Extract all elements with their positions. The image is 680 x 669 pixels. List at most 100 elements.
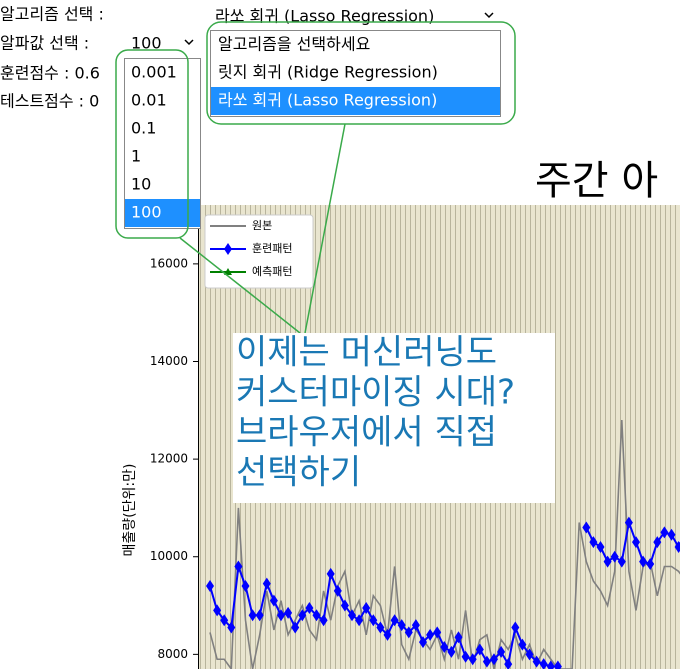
legend-marker: [224, 243, 232, 255]
point-marker: [298, 609, 307, 622]
series-line: [209, 420, 680, 669]
point-marker: [277, 609, 285, 622]
highlights: [115, 21, 516, 334]
point-marker: [653, 536, 662, 549]
highlight: [115, 49, 189, 239]
point-marker: [667, 528, 676, 541]
point-marker: [610, 550, 619, 563]
point-marker: [596, 540, 605, 553]
point-marker: [674, 540, 680, 553]
alpha-option[interactable]: 100: [131, 203, 162, 222]
alpha-label: 알파값 선택 :: [0, 34, 89, 53]
point-marker: [333, 584, 342, 597]
point-marker: [305, 601, 314, 614]
point-marker: [433, 626, 442, 639]
point-marker: [383, 628, 392, 641]
option-highlight: [211, 87, 500, 115]
point-marker: [220, 614, 229, 627]
select-arrow: [184, 39, 194, 46]
point-marker: [312, 609, 321, 622]
point-marker: [326, 567, 335, 580]
y-tick-label: 12000: [150, 452, 188, 466]
point-marker: [546, 660, 555, 669]
annotation-line: 브라우저에서 직접: [236, 413, 497, 453]
point-marker: [582, 521, 591, 534]
point-marker: [404, 626, 413, 639]
y-tick-label: 14000: [150, 354, 188, 368]
point-marker: [440, 641, 449, 654]
connector: [179, 237, 301, 334]
point-marker: [376, 621, 385, 634]
legend-marker: [224, 268, 232, 275]
point-marker: [511, 621, 520, 634]
point-marker: [497, 645, 506, 658]
algorithm-option[interactable]: 라쏘 회귀 (Lasso Regression): [218, 91, 437, 110]
legend-label: 훈련패턴: [252, 242, 292, 255]
train-score: 훈련점수 : 0.6: [0, 64, 100, 83]
alpha-option[interactable]: 0.1: [131, 119, 156, 138]
form: 알고리즘 선택 : 라쏘 회귀 (Lasso Regression) 알파값 선…: [0, 5, 494, 111]
point-marker: [617, 555, 626, 568]
highlight: [206, 21, 516, 125]
point-marker: [624, 516, 633, 529]
point-marker: [284, 606, 293, 619]
algorithm-select[interactable]: 라쏘 회귀 (Lasso Regression): [215, 7, 434, 26]
legend-box: [204, 214, 314, 289]
point-marker: [348, 609, 356, 622]
point-marker: [646, 558, 655, 571]
point-marker: [397, 619, 406, 632]
point-marker: [255, 609, 264, 622]
point-marker: [362, 601, 371, 614]
point-marker: [589, 536, 598, 549]
alpha-option[interactable]: 10: [131, 175, 151, 194]
plot: [206, 420, 680, 669]
point-marker: [632, 536, 640, 549]
alpha-option[interactable]: 1: [131, 147, 141, 166]
annotation-line: 선택하기: [236, 453, 361, 493]
algorithm-label: 알고리즘 선택 :: [0, 5, 104, 24]
point-marker: [532, 655, 541, 668]
point-marker: [206, 580, 214, 593]
legend-label: 원본: [252, 219, 272, 232]
point-marker: [639, 555, 648, 568]
annotation-line: 이제는 머신러닝도: [236, 333, 497, 373]
point-marker: [248, 609, 257, 622]
point-marker: [213, 604, 222, 617]
y-tick-label: 8000: [157, 647, 188, 661]
y-axis-label: 매출량(단위:만): [122, 464, 138, 557]
point-marker: [504, 658, 513, 669]
alpha-option[interactable]: 0.001: [131, 63, 177, 82]
point-marker: [525, 648, 534, 661]
point-marker: [340, 599, 349, 612]
point-marker: [660, 526, 669, 539]
legend-label: 예측패턴: [252, 265, 292, 278]
chart-title: 주간 아: [535, 158, 658, 204]
point-marker: [411, 619, 420, 632]
algorithm-option[interactable]: 릿지 회귀 (Ridge Regression): [218, 63, 438, 82]
point-marker: [426, 628, 435, 641]
point-marker: [355, 614, 364, 627]
alpha-option[interactable]: 0.01: [131, 91, 167, 110]
point-marker: [241, 580, 250, 593]
connector: [304, 123, 346, 334]
alpha-select[interactable]: 100: [131, 34, 162, 53]
point-marker: [553, 660, 562, 669]
point-marker: [227, 621, 236, 634]
algorithm-option[interactable]: 알고리즘을 선택하세요: [218, 35, 370, 54]
point-marker: [490, 653, 498, 666]
point-marker: [461, 650, 470, 663]
point-marker: [454, 631, 463, 644]
point-marker: [319, 614, 328, 627]
annotation-box: [233, 333, 555, 503]
test-score: 테스트점수 : 0: [0, 92, 99, 111]
point-marker: [482, 655, 491, 668]
point-marker: [447, 645, 456, 658]
y-tick-label: 10000: [150, 549, 188, 563]
point-marker: [518, 638, 527, 651]
annotation-line: 커스터마이징 시대?: [236, 373, 515, 413]
point-marker: [269, 594, 278, 607]
point-marker: [262, 577, 271, 590]
y-tick-label: 16000: [150, 256, 188, 270]
